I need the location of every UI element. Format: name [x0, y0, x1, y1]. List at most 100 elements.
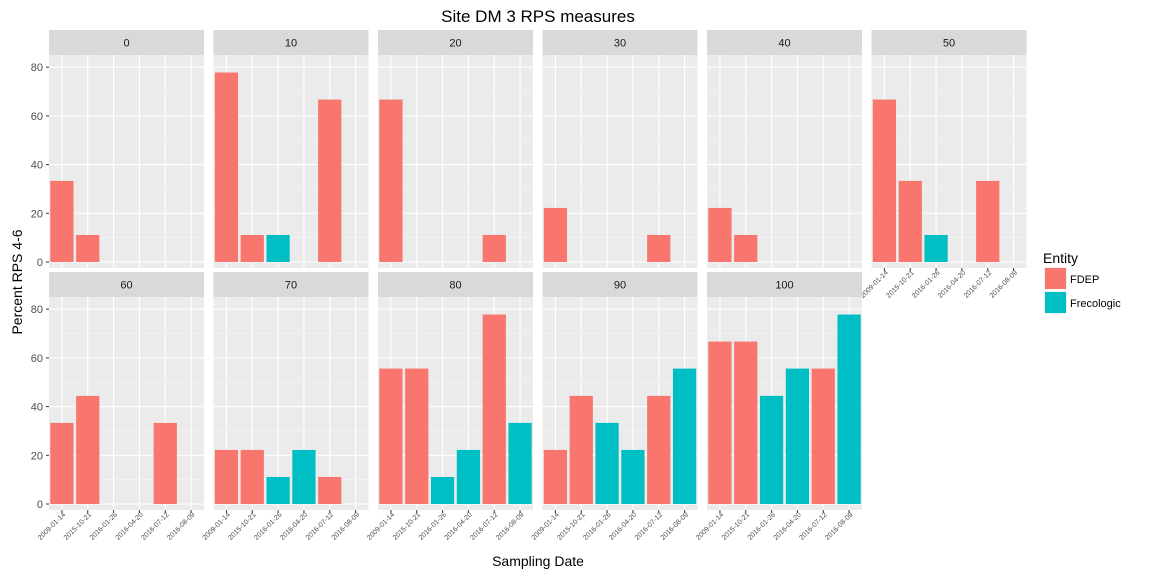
legend-key-fdep: [1045, 268, 1066, 289]
bar-0-2015-10-21: [76, 234, 100, 262]
bar-30-2009-01-14: [543, 207, 568, 262]
bar-40-2015-10-21: [734, 234, 758, 262]
bar-70-2009-01-14: [214, 449, 239, 504]
bar-90-2015-10-21: [569, 395, 593, 504]
facet-strip: [871, 30, 1027, 55]
bar-100-2015-10-21: [734, 341, 758, 504]
panel-background: [49, 297, 204, 510]
facet-strip: [213, 272, 369, 297]
facet-strip-label: 20: [449, 38, 461, 50]
bar-80-2016-08-09: [508, 422, 532, 504]
x-tick-label: 2016-08-09: [660, 511, 690, 541]
panel-background: [871, 55, 1027, 268]
y-tick-label: 40: [31, 402, 43, 414]
y-tick-label: 60: [31, 111, 43, 123]
facet-panel-10: 10: [213, 30, 369, 268]
facet-panel-30: 30: [542, 30, 698, 268]
bar-100-2016-08-09: [837, 314, 861, 504]
bar-50-2009-01-14: [872, 99, 897, 262]
bar-10-2015-10-21: [240, 234, 264, 262]
bar-50-2015-10-21: [898, 180, 922, 262]
y-tick-label: 80: [31, 304, 43, 316]
facet-strip-label: 70: [285, 280, 297, 292]
bar-80-2016-07-12: [482, 314, 506, 504]
panel-background: [707, 297, 862, 510]
legend: Entity FDEP Frecologic: [1043, 250, 1121, 314]
facet-panel-50: 502009-01-142015-10-212016-01-262016-04-…: [860, 30, 1027, 300]
bar-20-2009-01-14: [379, 99, 403, 262]
bar-100-2016-04-20: [785, 368, 810, 504]
bar-90-2009-01-14: [543, 449, 568, 504]
facet-strip-label: 90: [614, 280, 626, 292]
bar-60-2015-10-21: [76, 395, 100, 504]
facet-strip: [213, 30, 369, 55]
facet-panel-60: 600204060802009-01-142015-10-212016-01-2…: [31, 272, 204, 542]
facet-strip: [378, 272, 533, 297]
bar-60-2016-07-12: [153, 422, 177, 504]
panel-background: [542, 297, 698, 510]
facet-strip: [542, 30, 698, 55]
facet-strip-label: 10: [285, 38, 297, 50]
bar-60-2009-01-14: [50, 422, 74, 504]
bar-90-2016-04-20: [621, 449, 645, 504]
bar-90-2016-08-09: [672, 368, 697, 504]
facet-strip-label: 80: [449, 280, 461, 292]
facet-panel-20: 20: [378, 30, 533, 268]
facet-strip: [49, 30, 204, 55]
facet-strip-label: 50: [943, 38, 955, 50]
y-tick-label: 60: [31, 353, 43, 365]
panel-background: [378, 55, 533, 268]
y-tick-label: 20: [31, 208, 43, 220]
facet-panel-0: 0 0 20 40 60 80: [31, 30, 204, 269]
panel-background: [707, 55, 862, 268]
facet-panels: 0 0 20 40 60 80 10 20 30 40 502009-01-142015-10-21…: [31, 30, 1027, 542]
bar-70-2016-07-12: [318, 476, 342, 504]
facet-panel-80: 802009-01-142015-10-212016-01-262016-04-…: [366, 272, 533, 542]
facet-strip: [542, 272, 698, 297]
bar-20-2016-07-12: [482, 234, 506, 262]
bar-0-2009-01-14: [50, 180, 74, 262]
panel-background: [378, 297, 533, 510]
y-tick-label: 80: [31, 62, 43, 74]
bar-100-2009-01-14: [708, 341, 732, 504]
bar-90-2016-01-26: [595, 422, 619, 504]
facet-strip-label: 100: [775, 280, 793, 292]
bar-100-2016-07-12: [811, 368, 835, 504]
x-tick-label: 2016-08-09: [166, 511, 196, 541]
chart-title: Site DM 3 RPS measures: [441, 7, 635, 26]
facet-strip-label: 0: [123, 38, 129, 50]
bar-70-2016-04-20: [292, 449, 316, 504]
facet-strip-label: 40: [778, 38, 790, 50]
x-tick-label: 2016-08-09: [989, 269, 1019, 299]
bar-100-2016-01-26: [759, 395, 784, 504]
bar-70-2015-10-21: [240, 449, 264, 504]
facet-panel-70: 702009-01-142015-10-212016-01-262016-04-…: [202, 272, 369, 542]
y-tick-label: 0: [37, 499, 43, 511]
facet-strip-label: 30: [614, 38, 626, 50]
bar-30-2016-07-12: [647, 234, 671, 262]
legend-key-frecologic: [1045, 292, 1066, 313]
facet-strip: [49, 272, 204, 297]
y-tick-label: 40: [31, 160, 43, 172]
y-axis-title: Percent RPS 4-6: [9, 229, 25, 334]
panel-background: [213, 55, 369, 268]
x-tick-label: 2016-08-09: [824, 511, 854, 541]
x-tick-label: 2016-08-09: [495, 511, 525, 541]
bar-50-2016-01-26: [924, 234, 948, 262]
bar-90-2016-07-12: [647, 395, 671, 504]
bar-40-2009-01-14: [708, 207, 732, 262]
panel-background: [49, 55, 204, 268]
bar-80-2009-01-14: [379, 368, 403, 504]
facet-strip-label: 60: [120, 280, 132, 292]
bar-10-2009-01-14: [214, 72, 239, 262]
x-axis-title: Sampling Date: [492, 553, 584, 569]
y-tick-label: 0: [37, 257, 43, 269]
y-tick-label: 20: [31, 450, 43, 462]
legend-label: Frecologic: [1070, 298, 1121, 310]
legend-title: Entity: [1043, 250, 1078, 266]
facet-panel-100: 1002009-01-142015-10-212016-01-262016-04…: [695, 272, 862, 542]
facet-panel-40: 40: [707, 30, 862, 268]
facet-strip: [707, 272, 862, 297]
legend-label: FDEP: [1070, 274, 1099, 286]
